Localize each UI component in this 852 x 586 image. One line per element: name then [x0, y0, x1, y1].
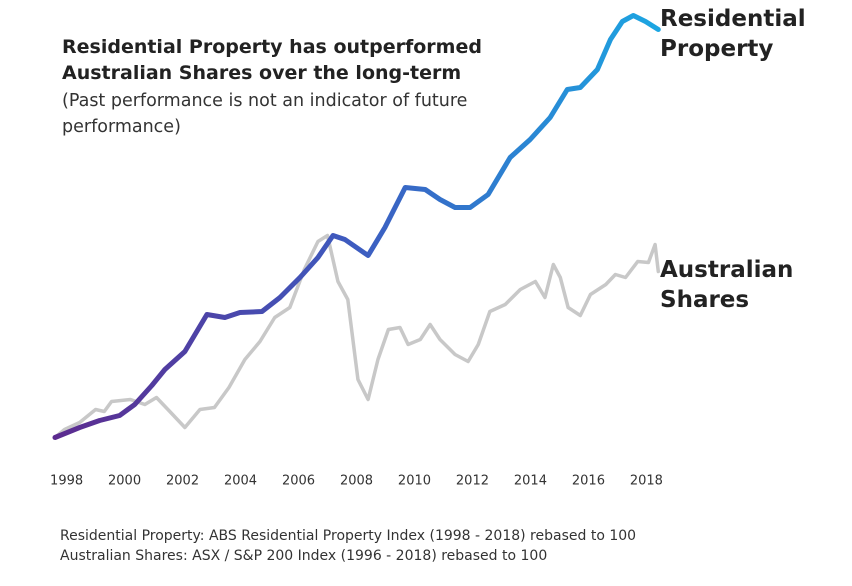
footnote: Australian Shares: ASX / S&P 200 Index (…: [60, 548, 548, 564]
series-label: Residential Property: [660, 6, 806, 62]
x-tick-label: 2008: [340, 474, 373, 489]
x-tick-label: 2000: [108, 474, 141, 489]
x-tick-label: 2004: [224, 474, 257, 489]
x-tick-label: 1998: [50, 474, 83, 489]
series-line: [52, 13, 661, 440]
x-tick-label: 2014: [514, 474, 547, 489]
x-tick-label: 2006: [282, 474, 315, 489]
x-tick-label: 2016: [572, 474, 605, 489]
x-tick-label: 2012: [456, 474, 489, 489]
series-line: [53, 233, 661, 440]
footnote: Residential Property: ABS Residential Pr…: [60, 528, 637, 544]
x-tick-label: 2010: [398, 474, 431, 489]
series-label: Australian Shares: [660, 257, 794, 313]
chart-subtitle: (Past performance is not an indicator of…: [62, 91, 468, 137]
x-tick-label: 2002: [166, 474, 199, 489]
chart-title: Residential Property has outperformed Au…: [62, 36, 482, 84]
x-tick-label: 2018: [630, 474, 663, 489]
